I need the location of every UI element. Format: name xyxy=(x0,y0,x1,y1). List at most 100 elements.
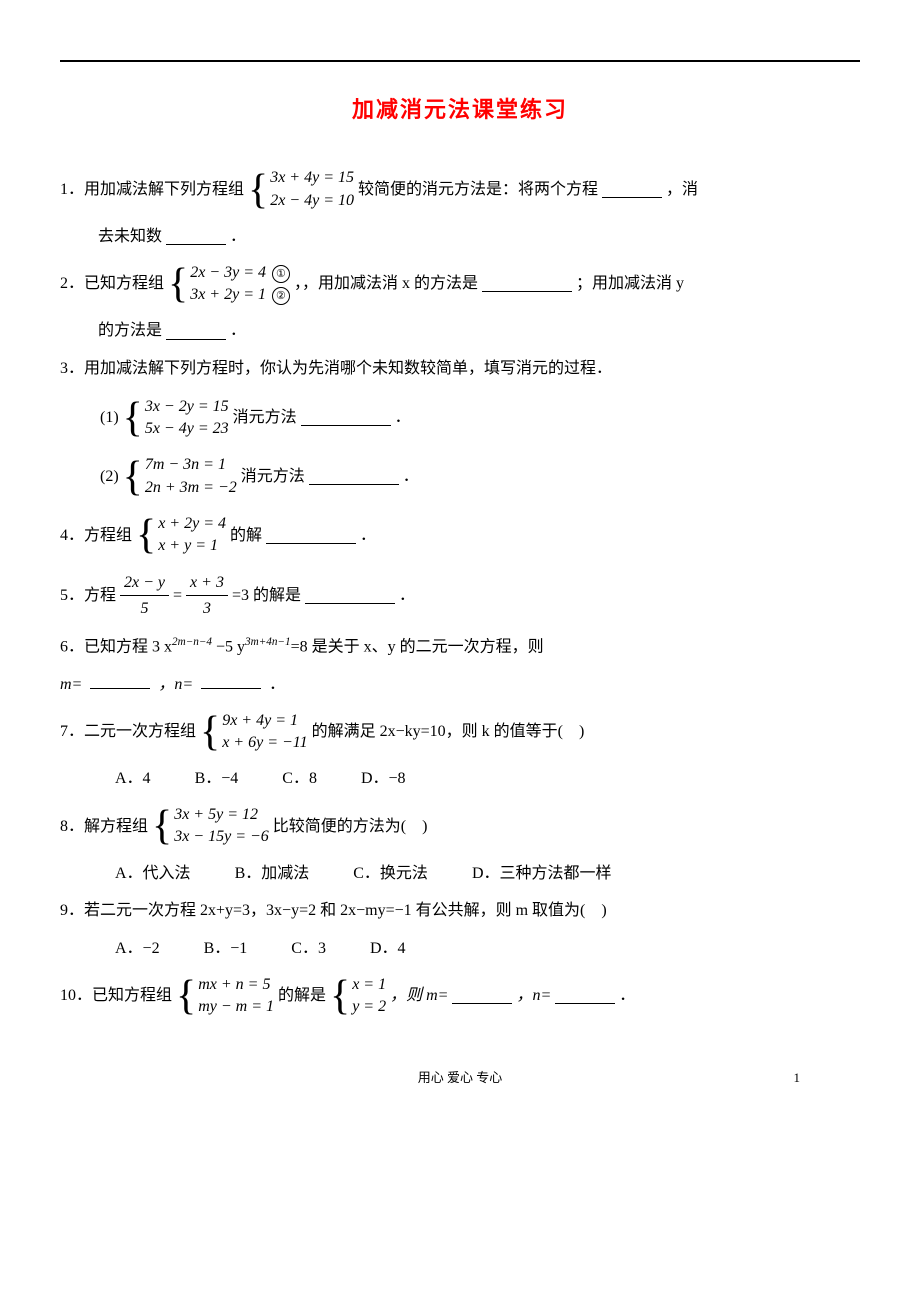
q5-frac2: x + 3 3 xyxy=(186,570,228,622)
blank xyxy=(555,987,615,1004)
q10-text1: ，则 m= xyxy=(390,983,448,1009)
q8-opt-d: D．三种方法都一样 xyxy=(472,865,612,882)
q7-text: 的解满足 2x−ky=10，则 k 的值等于( ) xyxy=(312,719,585,745)
q2-eq1: 2x − 3y = 4 xyxy=(190,264,266,281)
q5-pre: 5．方程 xyxy=(60,583,116,609)
question-2: 2．已知方程组 { 2x − 3y = 4① 3x + 2y = 1② ，，用加… xyxy=(60,262,860,307)
q7-opt-a: A．4 xyxy=(115,770,151,787)
q9-opt-a: A．−2 xyxy=(115,940,160,957)
q9-text: 9．若二元一次方程 2x+y=3，3x−y=2 和 2x−my=−1 有公共解，… xyxy=(60,902,607,919)
q7-opt-b: B．−4 xyxy=(195,770,239,787)
q3-2-system: { 7m − 3n = 1 2n + 3m = −2 xyxy=(123,454,237,499)
q2-eq2: 3x + 2y = 1 xyxy=(190,286,266,303)
q7-eq2: x + 6y = −11 xyxy=(222,732,307,754)
q8-opt-c: C．换元法 xyxy=(353,865,428,882)
brace-icon: { xyxy=(168,263,188,305)
blank xyxy=(301,409,391,426)
blank xyxy=(166,228,226,245)
q3-text: 3．用加减法解下列方程时，你认为先消哪个未知数较简单，填写消元的过程． xyxy=(60,360,612,377)
circled-1: ① xyxy=(272,265,290,283)
blank xyxy=(309,468,399,485)
q3-1-eq2: 5x − 4y = 23 xyxy=(145,418,229,440)
q5-f2-den: 3 xyxy=(186,596,228,622)
q3-2-eq1: 7m − 3n = 1 xyxy=(145,454,237,476)
footer-text: 用心 爱心 专心 xyxy=(418,1070,503,1085)
question-6: 6．已知方程 3 x2m−n−4 −5 y3m+4n−1=8 是关于 x、y 的… xyxy=(60,634,860,660)
q9-options: A．−2 B．−1 C．3 D．4 xyxy=(60,936,860,962)
q9-opt-b: B．−1 xyxy=(204,940,248,957)
blank xyxy=(266,527,356,544)
question-5: 5．方程 2x − y 5 = x + 3 3 =3 的解是 ． xyxy=(60,570,860,622)
q7-system: { 9x + 4y = 1 x + 6y = −11 xyxy=(200,710,308,755)
brace-icon: { xyxy=(176,975,196,1017)
blank xyxy=(90,672,150,689)
q2-text-pre: 2．已知方程组 xyxy=(60,271,164,297)
q3-1-label: (1) xyxy=(100,405,119,431)
q9-opt-c: C．3 xyxy=(291,940,326,957)
q10-sol2: y = 2 xyxy=(352,996,386,1018)
q2-text-end: ；用加减法消 y xyxy=(576,271,684,297)
q4-eq1: x + 2y = 4 xyxy=(158,513,226,535)
q1-eq2: 2x − 4y = 10 xyxy=(270,190,354,212)
q4-system: { x + 2y = 4 x + y = 1 xyxy=(136,513,226,558)
q8-text: 比较简便的方法为( ) xyxy=(273,814,428,840)
q10-sol1: x = 1 xyxy=(352,974,386,996)
q1-line2-end: ． xyxy=(230,224,246,250)
question-1: 1．用加减法解下列方程组 { 3x + 4y = 15 2x − 4y = 10… xyxy=(60,167,860,212)
q10-pre: 10．已知方程组 xyxy=(60,983,172,1009)
question-7: 7．二元一次方程组 { 9x + 4y = 1 x + 6y = −11 的解满… xyxy=(60,710,860,755)
q8-system: { 3x + 5y = 12 3x − 15y = −6 xyxy=(152,804,269,849)
q7-options: A．4 B．−4 C．8 D．−8 xyxy=(60,766,860,792)
blank xyxy=(305,587,395,604)
q10-eq1: mx + n = 5 xyxy=(198,974,274,996)
q6-n: ，n= xyxy=(158,676,193,693)
question-9: 9．若二元一次方程 2x+y=3，3x−y=2 和 2x−my=−1 有公共解，… xyxy=(60,898,860,924)
q2-line2: 的方法是 ． xyxy=(60,318,860,344)
q10-system: { mx + n = 5 my − m = 1 xyxy=(176,974,274,1019)
q10-mid: 的解是 xyxy=(278,983,326,1009)
q3-sub1: (1) { 3x − 2y = 15 5x − 4y = 23 消元方法 ． xyxy=(60,396,860,441)
q1-text-end: ，消 xyxy=(666,177,698,203)
divider-line xyxy=(60,60,860,62)
q6-mid: −5 y xyxy=(212,638,245,655)
q3-1-end: ． xyxy=(395,405,411,431)
q2-line2-pre: 的方法是 xyxy=(98,318,162,344)
page-footer: 用心 爱心 专心 1 xyxy=(60,1068,860,1089)
q2-system: { 2x − 3y = 4① 3x + 2y = 1② xyxy=(168,262,290,307)
q6-exp2: 3m+4n−1 xyxy=(245,636,291,648)
q5-end: ． xyxy=(399,583,415,609)
q7-pre: 7．二元一次方程组 xyxy=(60,719,196,745)
q3-2-text: 消元方法 xyxy=(241,464,305,490)
q6-line2: m= ，n= ． xyxy=(60,672,860,698)
q8-eq2: 3x − 15y = −6 xyxy=(174,826,269,848)
q10-eq2: my − m = 1 xyxy=(198,996,274,1018)
q7-opt-d: D．−8 xyxy=(361,770,406,787)
q8-options: A．代入法 B．加减法 C．换元法 D．三种方法都一样 xyxy=(60,861,860,887)
q3-1-text: 消元方法 xyxy=(233,405,297,431)
q1-system: { 3x + 4y = 15 2x − 4y = 10 xyxy=(248,167,354,212)
brace-icon: { xyxy=(136,514,156,556)
question-8: 8．解方程组 { 3x + 5y = 12 3x − 15y = −6 比较简便… xyxy=(60,804,860,849)
q3-2-eq2: 2n + 3m = −2 xyxy=(145,477,237,499)
blank xyxy=(452,987,512,1004)
q3-2-label: (2) xyxy=(100,464,119,490)
q10-text2: ，n= xyxy=(516,983,551,1009)
brace-icon: { xyxy=(330,975,350,1017)
q1-line2-text: 去未知数 xyxy=(98,224,162,250)
question-3: 3．用加减法解下列方程时，你认为先消哪个未知数较简单，填写消元的过程． xyxy=(60,356,860,382)
brace-icon: { xyxy=(123,456,143,498)
q3-1-eq1: 3x − 2y = 15 xyxy=(145,396,229,418)
q1-line2: 去未知数 ． xyxy=(60,224,860,250)
brace-icon: { xyxy=(123,397,143,439)
question-4: 4．方程组 { x + 2y = 4 x + y = 1 的解 ． xyxy=(60,513,860,558)
q7-eq1: 9x + 4y = 1 xyxy=(222,710,307,732)
q4-pre: 4．方程组 xyxy=(60,523,132,549)
q5-f1-den: 5 xyxy=(120,596,169,622)
page-number: 1 xyxy=(794,1068,801,1089)
q5-text: =3 的解是 xyxy=(232,583,301,609)
blank xyxy=(166,323,226,340)
q8-pre: 8．解方程组 xyxy=(60,814,148,840)
q4-end: ． xyxy=(360,523,376,549)
q1-eq1: 3x + 4y = 15 xyxy=(270,167,354,189)
q6-end: =8 是关于 x、y 的二元一次方程，则 xyxy=(291,638,544,655)
